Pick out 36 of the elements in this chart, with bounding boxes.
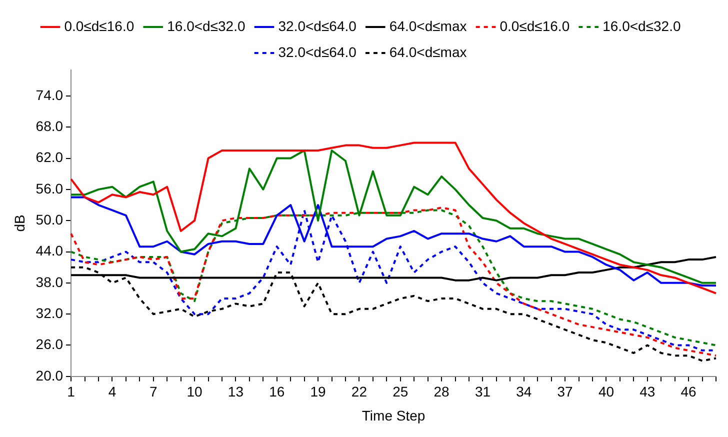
x-tick-label: 31 [474,384,491,400]
y-tick-label: 62.0 [36,149,64,166]
x-tick-label: 7 [149,384,158,400]
x-tick-label: 4 [108,384,116,400]
y-tick-label: 56.0 [36,180,64,196]
y-axis-title: dB [11,214,28,232]
x-tick-label: 34 [516,384,532,400]
x-tick-label: 10 [186,384,203,400]
y-tick-label: 68.0 [36,118,64,134]
legend-label: 64.0<d≤max [389,44,467,60]
y-tick-label: 32.0 [36,304,64,321]
x-axis-title: Time Step [362,407,426,424]
legend-label: 16.0<d≤32.0 [602,18,681,34]
x-tick-label: 25 [392,384,408,400]
x-tick-label: 1 [67,384,76,400]
x-tick-label: 46 [680,384,697,400]
x-tick-label: 43 [640,384,656,400]
y-tick-label: 44.0 [36,242,64,259]
x-tick-label: 28 [434,384,450,400]
y-tick-label: 50.0 [36,211,64,228]
x-tick-label: 22 [351,384,368,400]
x-tick-label: 40 [598,384,614,400]
x-tick-label: 37 [557,384,574,400]
legend-label: 0.0≤d≤16.0 [500,18,570,34]
legend-label: 0.0≤d≤16.0 [64,18,134,34]
legend-label: 16.0<d≤32.0 [167,18,246,34]
y-tick-label: 20.0 [36,367,64,384]
y-tick-label: 38.0 [36,274,64,290]
legend-label: 32.0<d≤64.0 [278,44,357,60]
x-tick-label: 16 [269,384,285,400]
legend-label: 64.0<d≤max [389,18,467,34]
x-tick-label: 13 [228,384,244,400]
legend-label: 32.0<d≤64.0 [278,18,357,34]
x-tick-label: 19 [310,384,326,400]
y-tick-label: 26.0 [36,336,64,352]
y-tick-label: 74.0 [36,86,64,103]
